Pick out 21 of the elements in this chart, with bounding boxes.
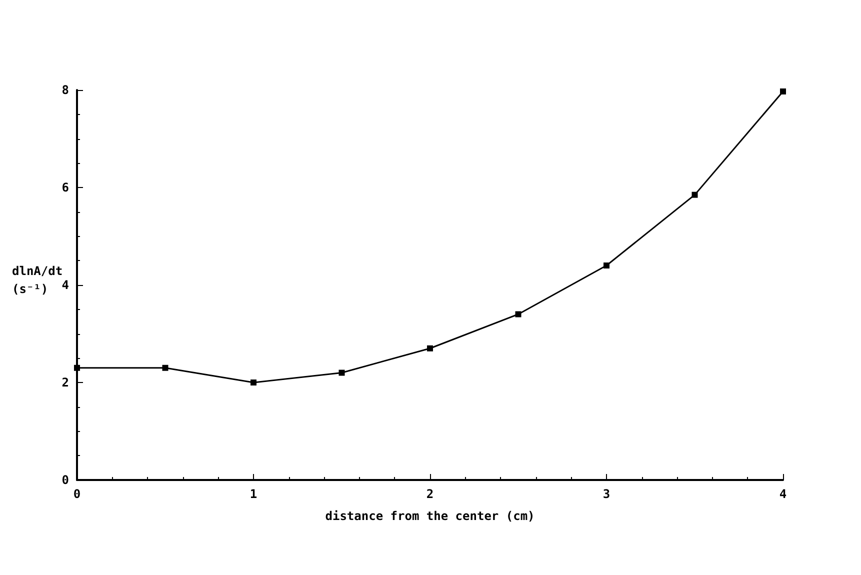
point [515, 311, 522, 318]
x-tick-label: 2 [426, 487, 434, 501]
point [338, 370, 345, 376]
y-tick-label: 6 [62, 180, 69, 194]
point [692, 192, 698, 198]
y-tick-label: 8 [62, 83, 69, 97]
point [780, 88, 786, 94]
point [74, 364, 80, 371]
x-axis-title: distance from the center (cm) [325, 509, 535, 523]
point [162, 364, 168, 371]
point [604, 262, 610, 268]
y-axis-title: dlnA/dt (s⁻¹) [12, 264, 63, 296]
y-tick-label: 0 [62, 473, 69, 487]
point [250, 380, 256, 386]
y-tick-label: 4 [62, 278, 69, 292]
x-tick-label: 1 [250, 487, 258, 501]
x-tick-label: 4 [779, 487, 787, 501]
x-tick-label: 3 [602, 487, 610, 501]
y-tick-label: 2 [62, 376, 69, 390]
point [427, 345, 433, 352]
x-tick-label: 0 [73, 487, 81, 501]
